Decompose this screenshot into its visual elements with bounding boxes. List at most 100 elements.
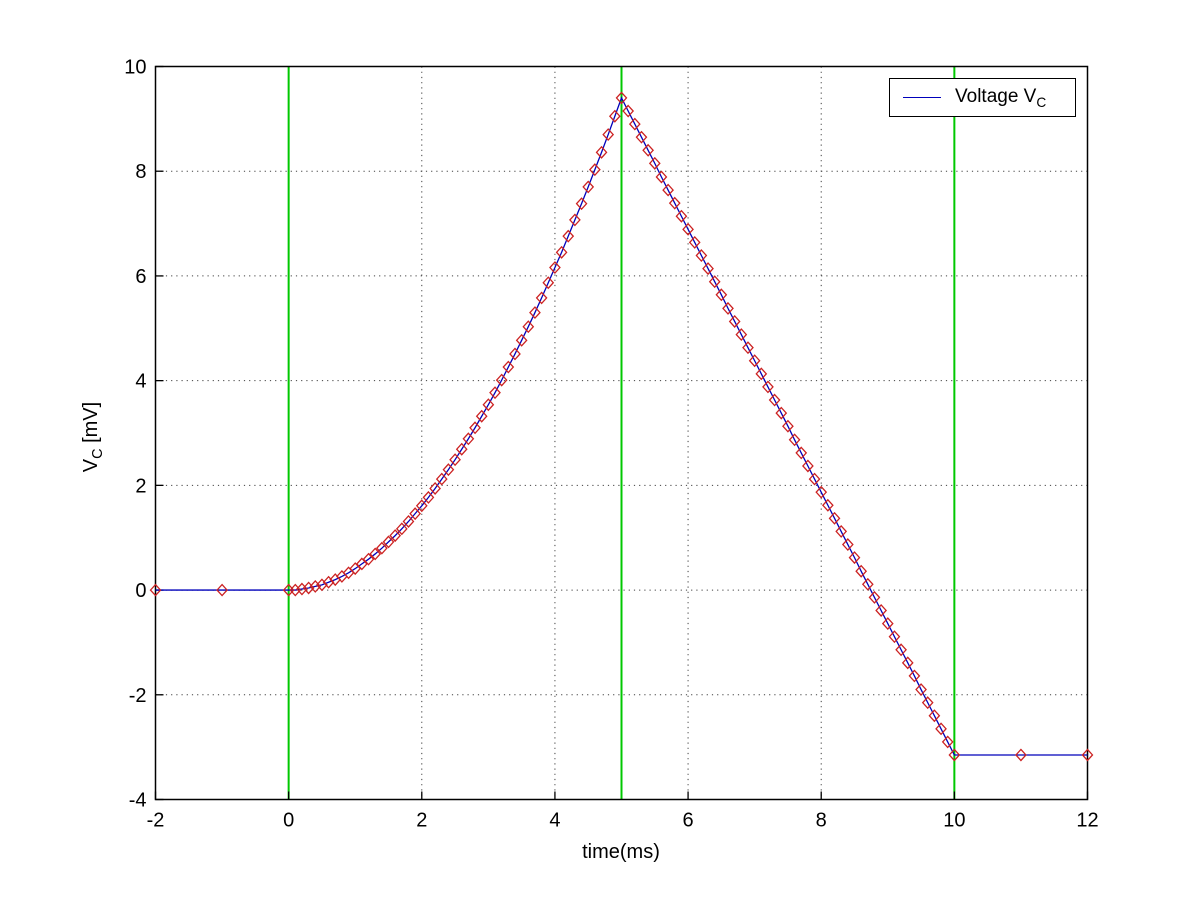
diamond-marker <box>355 557 368 571</box>
diamond-marker <box>482 398 495 412</box>
diamond-marker <box>662 183 674 197</box>
diamond-marker <box>708 275 721 289</box>
diamond-marker <box>682 222 694 236</box>
legend-line-sample <box>903 97 941 98</box>
diamond-marker <box>742 341 754 355</box>
diamond-marker <box>369 547 382 561</box>
diamond-marker <box>815 485 828 499</box>
y-axis-label-main: V <box>80 458 102 473</box>
diamond-marker <box>429 482 441 495</box>
diamond-marker <box>941 735 954 749</box>
diamond-marker <box>562 229 575 243</box>
diamond-marker <box>409 507 422 521</box>
diamond-marker <box>675 209 688 223</box>
diamond-marker <box>775 406 788 420</box>
axis-ticks <box>154 65 1089 801</box>
diamond-marker <box>602 128 615 142</box>
x-tick-label: 4 <box>549 810 560 832</box>
diamond-marker <box>382 535 395 549</box>
diamond-marker <box>735 328 748 342</box>
x-tick-label: 10 <box>943 810 965 832</box>
y-tick-label: 6 <box>135 266 146 288</box>
x-tick-label: 2 <box>416 810 427 832</box>
diamond-marker <box>449 453 461 467</box>
diamond-marker <box>442 463 455 477</box>
y-tick-label: 2 <box>135 475 146 497</box>
diamond-marker <box>828 511 841 525</box>
diamond-marker <box>415 499 428 513</box>
y-tick-label: 0 <box>135 580 146 602</box>
diamond-marker <box>835 524 848 538</box>
diamond-marker <box>322 575 335 589</box>
diamond-marker <box>848 551 861 565</box>
diamond-marker <box>608 109 621 123</box>
diamond-marker <box>622 104 635 118</box>
diamond-marker <box>595 145 608 159</box>
diamond-marker <box>755 367 768 381</box>
diamond-marker <box>535 291 548 305</box>
diamond-marker <box>888 630 901 644</box>
diamond-marker <box>868 590 881 604</box>
series-markers <box>149 91 1094 762</box>
diamond-marker <box>495 373 508 387</box>
diamond-marker <box>715 288 728 302</box>
diamond-marker <box>908 669 921 683</box>
diamond-marker <box>768 393 781 407</box>
diamond-marker <box>615 91 628 105</box>
diamond-marker <box>901 656 914 670</box>
diamond-marker <box>588 163 601 177</box>
diamond-marker <box>469 421 481 435</box>
diamond-marker <box>915 683 927 697</box>
diamond-marker <box>435 472 448 486</box>
diamond-marker <box>302 581 315 595</box>
diamond-marker <box>309 579 322 593</box>
diamond-marker <box>748 354 761 368</box>
y-axis-label-sub: C <box>90 448 106 459</box>
diamond-marker <box>788 433 801 447</box>
event-lines <box>287 66 956 800</box>
diamond-marker <box>782 419 794 433</box>
y-tick-label: -2 <box>129 685 147 707</box>
diamond-marker <box>349 562 362 576</box>
diamond-marker <box>575 197 588 211</box>
diamond-marker <box>635 130 648 144</box>
diamond-marker <box>762 380 774 394</box>
diamond-marker <box>522 320 535 334</box>
diamond-marker <box>216 583 228 597</box>
diamond-marker <box>555 245 568 259</box>
diamond-marker <box>402 515 415 528</box>
diamond-marker <box>422 490 435 504</box>
diamond-marker <box>702 262 714 276</box>
legend-label: Voltage VC <box>955 85 1047 110</box>
diamond-marker <box>509 347 521 361</box>
y-tick-label: -4 <box>129 790 147 812</box>
diamond-marker <box>529 306 541 320</box>
diamond-marker <box>948 748 961 762</box>
x-tick-label: 0 <box>283 810 294 832</box>
diamond-marker <box>795 446 808 460</box>
diamond-marker <box>728 315 741 328</box>
diamond-marker <box>841 538 854 551</box>
diamond-marker <box>362 552 375 566</box>
diamond-marker <box>149 583 162 597</box>
diamond-marker <box>875 604 888 617</box>
x-tick-label: 12 <box>1076 810 1098 832</box>
diamond-marker <box>881 617 894 631</box>
diamond-marker <box>389 529 402 543</box>
diamond-marker <box>1081 748 1094 762</box>
diamond-marker <box>668 196 681 210</box>
y-axis-label-unit: [mV] <box>80 401 102 449</box>
diamond-marker <box>1015 748 1027 762</box>
x-tick-label: 6 <box>683 810 694 832</box>
y-tick-label: 10 <box>124 57 146 79</box>
diamond-marker <box>855 564 868 578</box>
legend: Voltage VC <box>889 78 1076 117</box>
diamond-marker <box>935 722 947 736</box>
diamond-marker <box>395 522 408 536</box>
diamond-marker <box>648 156 661 170</box>
diamond-marker <box>688 235 701 249</box>
diamond-marker <box>802 459 814 473</box>
diamond-marker <box>695 249 708 262</box>
x-axis-label: time(ms) <box>582 841 660 863</box>
